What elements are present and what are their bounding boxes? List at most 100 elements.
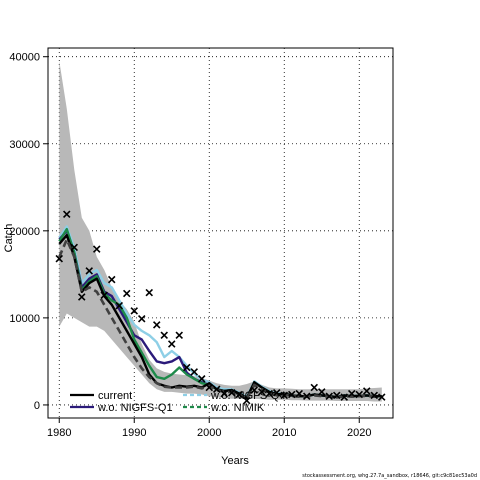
observation-point [145, 288, 154, 297]
observation-point [197, 375, 206, 383]
legend-item: current [70, 390, 132, 402]
observation-point [70, 243, 79, 252]
confidence-band-area [59, 61, 382, 402]
observation-stroke [70, 243, 79, 252]
observation-stroke [167, 340, 176, 348]
observation-stroke [235, 390, 244, 399]
observation-point [212, 385, 221, 394]
observation-point [242, 396, 251, 405]
observation-point [130, 307, 139, 315]
footnote: stockassessment.org, whg.27.7a_sandbox, … [302, 473, 477, 479]
plot-frame [47, 47, 394, 419]
observation-stroke [115, 301, 124, 310]
grid-lines [48, 48, 393, 418]
observation-point [100, 291, 109, 300]
observation-stroke [197, 375, 206, 383]
x-tick-label: 2020 [347, 427, 371, 439]
observation-point [55, 254, 64, 263]
observation-stroke [152, 321, 161, 329]
observation-stroke [355, 390, 364, 399]
observation-point [340, 393, 349, 401]
observation-point [137, 314, 146, 323]
observation-stroke [205, 383, 214, 392]
observation-stroke [92, 245, 101, 253]
legend-item: w.o. NIMIK [183, 402, 265, 414]
observation-stroke [182, 363, 191, 372]
series-lines [58, 225, 382, 401]
x-tick-label: 2000 [197, 427, 221, 439]
legend-label: w.o. NIGFS-Q1 [97, 402, 173, 414]
y-tick-label: 40000 [9, 52, 40, 64]
observation-stroke [272, 388, 281, 397]
observation-stroke [325, 392, 334, 401]
observation-point [190, 368, 199, 376]
observation-point [175, 331, 184, 340]
y-tick-label: 10000 [9, 313, 40, 325]
observation-stroke [242, 396, 251, 405]
observation-stroke [362, 387, 371, 395]
observation-stroke [85, 267, 94, 275]
observation-point [370, 391, 379, 400]
observation-point [62, 210, 71, 219]
observation-stroke [212, 385, 221, 394]
observation-stroke [317, 388, 326, 396]
observation-point [265, 389, 274, 398]
observation-stroke [250, 386, 259, 394]
observation-point [302, 392, 311, 401]
observation-stroke [310, 383, 319, 392]
y-tick-label: 20000 [9, 226, 40, 238]
observation-stroke [220, 389, 229, 398]
x-tick-label: 2010 [272, 427, 296, 439]
observation-point [115, 301, 124, 310]
observation-stroke [107, 275, 116, 284]
legend-label: w.o. NIGFS-Q4 [210, 390, 286, 402]
observation-point [167, 340, 176, 348]
x-tick-label: 1990 [122, 427, 146, 439]
legend-item: w.o. NIGFS-Q4 [183, 390, 286, 402]
observation-stroke [62, 210, 71, 219]
observation-point [257, 388, 266, 396]
confidence-band [59, 61, 382, 402]
y-axis-title: Catch [3, 224, 15, 253]
x-axis-title: Years [221, 455, 249, 467]
observation-stroke [370, 391, 379, 400]
observation-stroke [55, 254, 64, 263]
observation-point [310, 383, 319, 392]
observation-stroke [227, 388, 236, 397]
observation-point [280, 391, 289, 400]
observation-stroke [340, 393, 349, 401]
observation-point [272, 388, 281, 397]
observation-stroke [347, 389, 356, 398]
observation-point [332, 391, 341, 400]
observation-point [182, 363, 191, 372]
observation-stroke [100, 291, 109, 300]
observation-stroke [175, 331, 184, 340]
observation-points [55, 210, 386, 405]
observation-point [77, 293, 86, 301]
observation-stroke [190, 368, 199, 376]
observation-stroke [257, 388, 266, 396]
observation-point [295, 389, 304, 398]
observation-stroke [145, 288, 154, 297]
y-tick-label: 0 [34, 400, 40, 412]
observation-stroke [130, 307, 139, 315]
observation-point [92, 245, 101, 253]
legend-item: w.o. NIGFS-Q1 [70, 402, 173, 414]
legend-label: w.o. NIMIK [210, 402, 265, 414]
y-axis: 0 10000 20000 30000 40000 [9, 52, 48, 412]
observation-point [250, 386, 259, 394]
observation-point [362, 387, 371, 395]
y-tick-label: 30000 [9, 139, 40, 151]
observation-stroke [280, 391, 289, 400]
observation-stroke [302, 392, 311, 401]
observation-stroke [377, 393, 386, 401]
observation-stroke [137, 314, 146, 323]
observation-stroke [332, 391, 341, 400]
observation-stroke [122, 289, 131, 298]
observation-point [152, 321, 161, 329]
observation-point [287, 390, 296, 399]
observation-point [235, 390, 244, 399]
observation-point [347, 389, 356, 398]
